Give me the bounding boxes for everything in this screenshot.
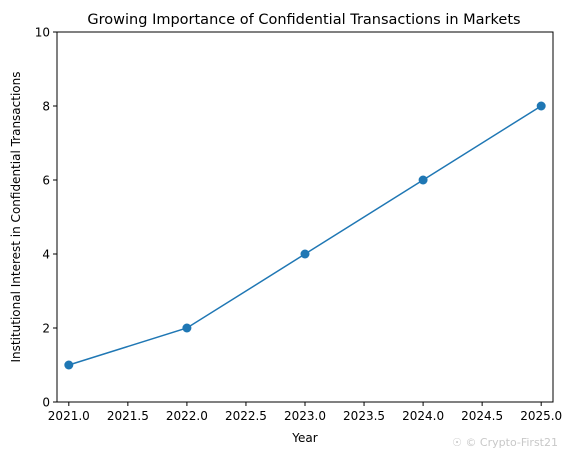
x-tick-label: 2021.5 <box>107 409 149 423</box>
x-tick-label: 2022.0 <box>166 409 208 423</box>
plot-frame <box>56 31 554 403</box>
data-point <box>300 249 310 259</box>
x-tick-label: 2021.0 <box>48 409 90 423</box>
x-tick-label: 2023.0 <box>284 409 326 423</box>
data-point <box>182 323 192 333</box>
series-layer <box>64 101 546 370</box>
chart-title: Growing Importance of Confidential Trans… <box>87 12 520 28</box>
data-point <box>418 175 428 185</box>
y-tick-label: 10 <box>35 26 50 40</box>
axes-layer: 2021.0 2021.5 2022.0 2022.5 2023.0 2023.5 2024… <box>35 26 562 424</box>
y-tick-label: 8 <box>42 100 50 114</box>
y-axis-label: Institutional Interest in Confidential T… <box>9 72 23 363</box>
x-tick-label: 2023.5 <box>343 409 385 423</box>
y-tick-label: 0 <box>42 396 50 410</box>
plot-area <box>57 32 553 402</box>
data-point <box>64 360 74 370</box>
watermark: ☉ © Crypto-First21 <box>452 436 558 449</box>
y-tick-label: 6 <box>42 174 50 188</box>
x-tick-label: 2022.5 <box>225 409 267 423</box>
x-tick-label: 2025.0 <box>520 409 562 423</box>
data-point <box>536 101 546 111</box>
x-tick-label: 2024.5 <box>461 409 503 423</box>
y-tick-label: 2 <box>42 322 50 336</box>
watermark-text: © Crypto-First21 <box>465 436 558 449</box>
x-tick-label: 2024.0 <box>402 409 444 423</box>
y-tick-label: 4 <box>42 248 50 262</box>
x-axis-label: Year <box>291 431 317 445</box>
watermark-icon: ☉ <box>452 436 462 449</box>
